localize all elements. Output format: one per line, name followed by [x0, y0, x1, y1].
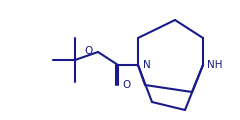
- Text: N: N: [143, 60, 151, 70]
- Text: O: O: [85, 46, 93, 56]
- Text: O: O: [122, 80, 130, 90]
- Text: NH: NH: [207, 60, 222, 70]
